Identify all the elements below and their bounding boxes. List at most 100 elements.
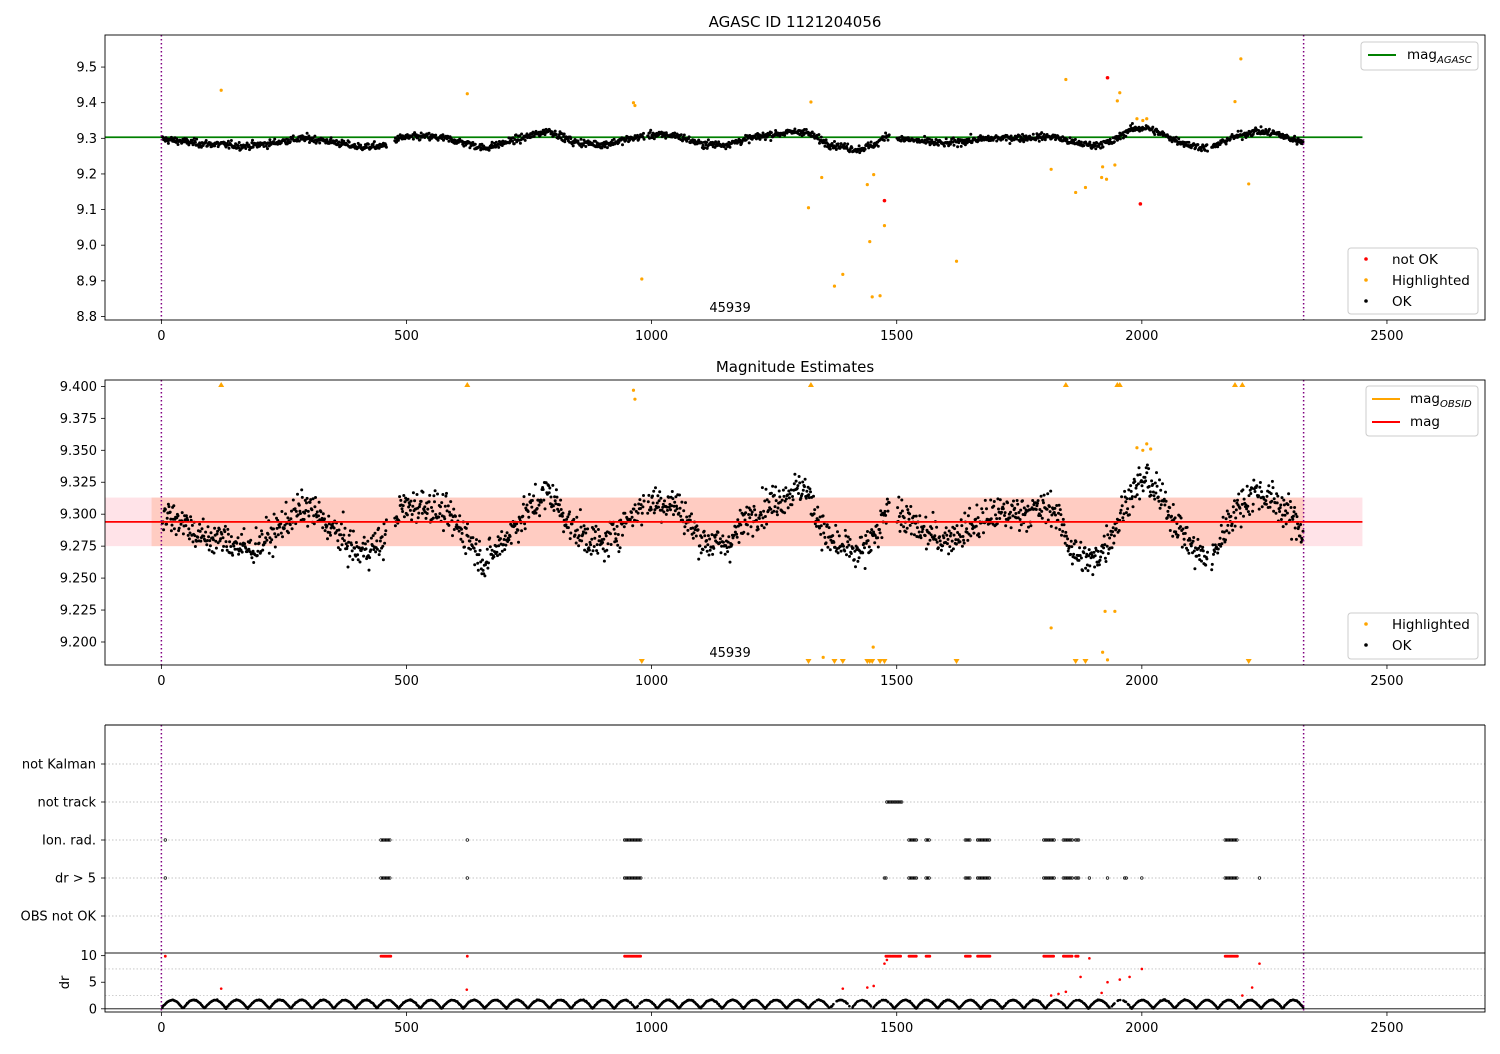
ok-point	[609, 532, 612, 535]
ok-point	[266, 147, 269, 150]
ok-point	[1273, 497, 1276, 500]
legend-point-label: OK	[1392, 638, 1413, 654]
highlighted-below-marker	[805, 659, 811, 664]
highlighted-point	[1135, 117, 1138, 120]
ok-point	[969, 534, 972, 537]
ok-point	[783, 495, 786, 498]
ok-point	[1154, 482, 1157, 485]
ok-point	[374, 550, 377, 553]
ok-point	[561, 515, 564, 518]
ok-point	[1172, 503, 1175, 506]
ok-point	[555, 488, 558, 491]
ok-point	[1147, 467, 1150, 470]
ok-point	[1009, 511, 1012, 514]
ok-point	[1067, 550, 1070, 553]
flag-row-label: not Kalman	[22, 758, 96, 773]
ok-point	[1287, 492, 1290, 495]
ok-point	[1272, 510, 1275, 513]
ok-point	[589, 543, 592, 546]
ok-point	[1205, 143, 1208, 146]
ok-point	[567, 526, 570, 529]
ok-point	[653, 511, 656, 514]
ok-point	[554, 499, 557, 502]
ok-point	[776, 513, 779, 516]
ok-point	[1119, 512, 1122, 515]
ok-point	[1240, 526, 1243, 529]
ok-point	[434, 489, 437, 492]
ok-point	[1039, 514, 1042, 517]
ok-point	[1285, 522, 1288, 525]
highlighted-above-marker	[464, 382, 470, 387]
ok-point	[1183, 543, 1186, 546]
ok-point	[187, 527, 190, 530]
ok-point	[348, 555, 351, 558]
ok-point	[1003, 514, 1006, 517]
ok-point	[873, 541, 876, 544]
ok-point	[1111, 546, 1114, 549]
ok-point	[1270, 500, 1273, 503]
ok-point	[982, 531, 985, 534]
highlighted-point	[1064, 78, 1067, 81]
ok-point	[223, 530, 226, 533]
highlighted-point	[1050, 168, 1053, 171]
highlighted-point	[1233, 100, 1236, 103]
ok-point	[428, 494, 431, 497]
ok-point	[692, 531, 695, 534]
ok-point	[940, 549, 943, 552]
ok-point	[1202, 549, 1205, 552]
ok-point	[647, 500, 650, 503]
ok-point	[616, 525, 619, 528]
ok-point	[169, 511, 172, 514]
ok-point	[630, 511, 633, 514]
ok-point	[738, 541, 741, 544]
highlighted-below-marker	[840, 659, 846, 664]
ok-point	[879, 509, 882, 512]
ok-point	[967, 514, 970, 517]
flag-row-label: OBS not OK	[21, 910, 97, 925]
ok-point	[617, 533, 620, 536]
ok-point	[850, 552, 853, 555]
ok-point	[192, 540, 195, 543]
ok-point	[410, 500, 413, 503]
ok-point	[372, 548, 375, 551]
ok-point	[243, 527, 246, 530]
ok-point	[516, 529, 519, 532]
ok-point	[966, 539, 969, 542]
ok-point	[854, 565, 857, 568]
x-tick-label: 2500	[1370, 329, 1403, 344]
ok-point	[1043, 494, 1046, 497]
ok-point	[1157, 496, 1160, 499]
ok-point	[202, 518, 205, 521]
ok-point	[844, 529, 847, 532]
not-ok-point	[1139, 202, 1143, 206]
ok-point	[1295, 538, 1298, 541]
ok-point	[411, 513, 414, 516]
ok-point	[1170, 515, 1173, 518]
ok-point	[1103, 535, 1106, 538]
ok-point	[613, 528, 616, 531]
ok-point	[345, 547, 348, 550]
highlighted-above-marker	[1063, 382, 1069, 387]
ok-point	[649, 129, 652, 132]
ok-point	[1040, 495, 1043, 498]
ok-point	[278, 526, 281, 529]
ok-point	[399, 499, 402, 502]
ok-point	[877, 145, 880, 148]
ok-point	[428, 500, 431, 503]
ok-point	[202, 535, 205, 538]
ok-point	[296, 493, 299, 496]
ok-point	[1187, 141, 1190, 144]
ok-point	[474, 542, 477, 545]
ok-point	[1224, 538, 1227, 541]
ok-point	[822, 514, 825, 517]
ok-point	[576, 529, 579, 532]
ok-point	[231, 554, 234, 557]
ok-point	[1098, 563, 1101, 566]
ok-point	[801, 493, 804, 496]
ok-point	[292, 499, 295, 502]
ok-point	[838, 534, 841, 537]
ok-point	[426, 508, 429, 511]
ok-point	[1131, 495, 1134, 498]
ok-point	[1248, 513, 1251, 516]
ok-point	[1149, 490, 1152, 493]
